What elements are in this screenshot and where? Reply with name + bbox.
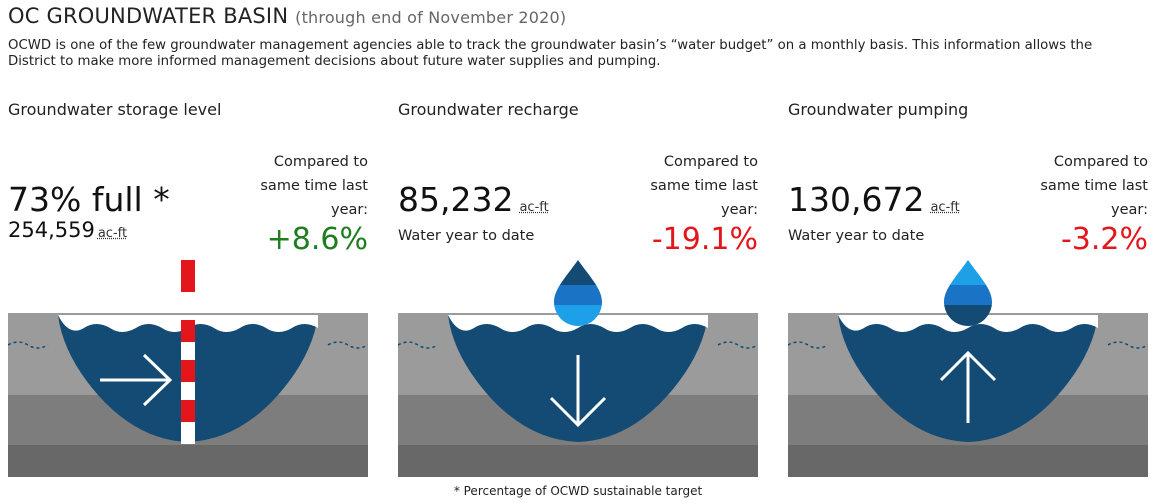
page-title: OC GROUNDWATER BASIN (through end of Nov…: [8, 4, 566, 28]
recharge-compared-label: Compared to same time last year:: [650, 154, 758, 218]
recharge-caption: Water year to date: [398, 228, 535, 244]
storage-value: 73% full *: [8, 180, 170, 219]
pumping-basin-illustration: [788, 260, 1148, 477]
pumping-value: 130,672 ac-ft: [788, 180, 960, 219]
intro-text: OCWD is one of the few groundwater manag…: [8, 38, 1093, 69]
recharge-value: 85,232 ac-ft: [398, 180, 549, 219]
storage-basin-illustration: [8, 260, 368, 477]
recharge-title: Groundwater recharge: [398, 100, 579, 119]
pumping-panel: Groundwater pumping Compared to same tim…: [788, 0, 1148, 503]
pumping-change: -3.2%: [1060, 222, 1148, 257]
title-main: OC GROUNDWATER BASIN: [8, 4, 289, 28]
storage-change: +8.6%: [266, 222, 368, 257]
recharge-basin-illustration: [398, 260, 758, 477]
storage-title: Groundwater storage level: [8, 100, 222, 119]
footnote: * Percentage of OCWD sustainable target: [453, 484, 703, 498]
storage-panel: Groundwater storage level Compared to sa…: [8, 0, 368, 503]
recharge-change: -19.1%: [651, 222, 758, 257]
pumping-compared-label: Compared to same time last year:: [1040, 154, 1148, 218]
storage-compared-label: Compared to same time last year:: [260, 154, 368, 218]
title-subtitle: (through end of November 2020): [295, 8, 567, 27]
storage-volume: 254,559 ac-ft: [8, 218, 128, 242]
recharge-panel: Groundwater recharge Compared to same ti…: [398, 0, 758, 503]
level-gauge-icon: [181, 260, 195, 444]
pumping-title: Groundwater pumping: [788, 100, 969, 119]
down-arrow-icon: [549, 355, 607, 428]
up-arrow-icon: [939, 350, 997, 423]
pumping-caption: Water year to date: [788, 228, 925, 244]
right-arrow-icon: [100, 353, 173, 407]
